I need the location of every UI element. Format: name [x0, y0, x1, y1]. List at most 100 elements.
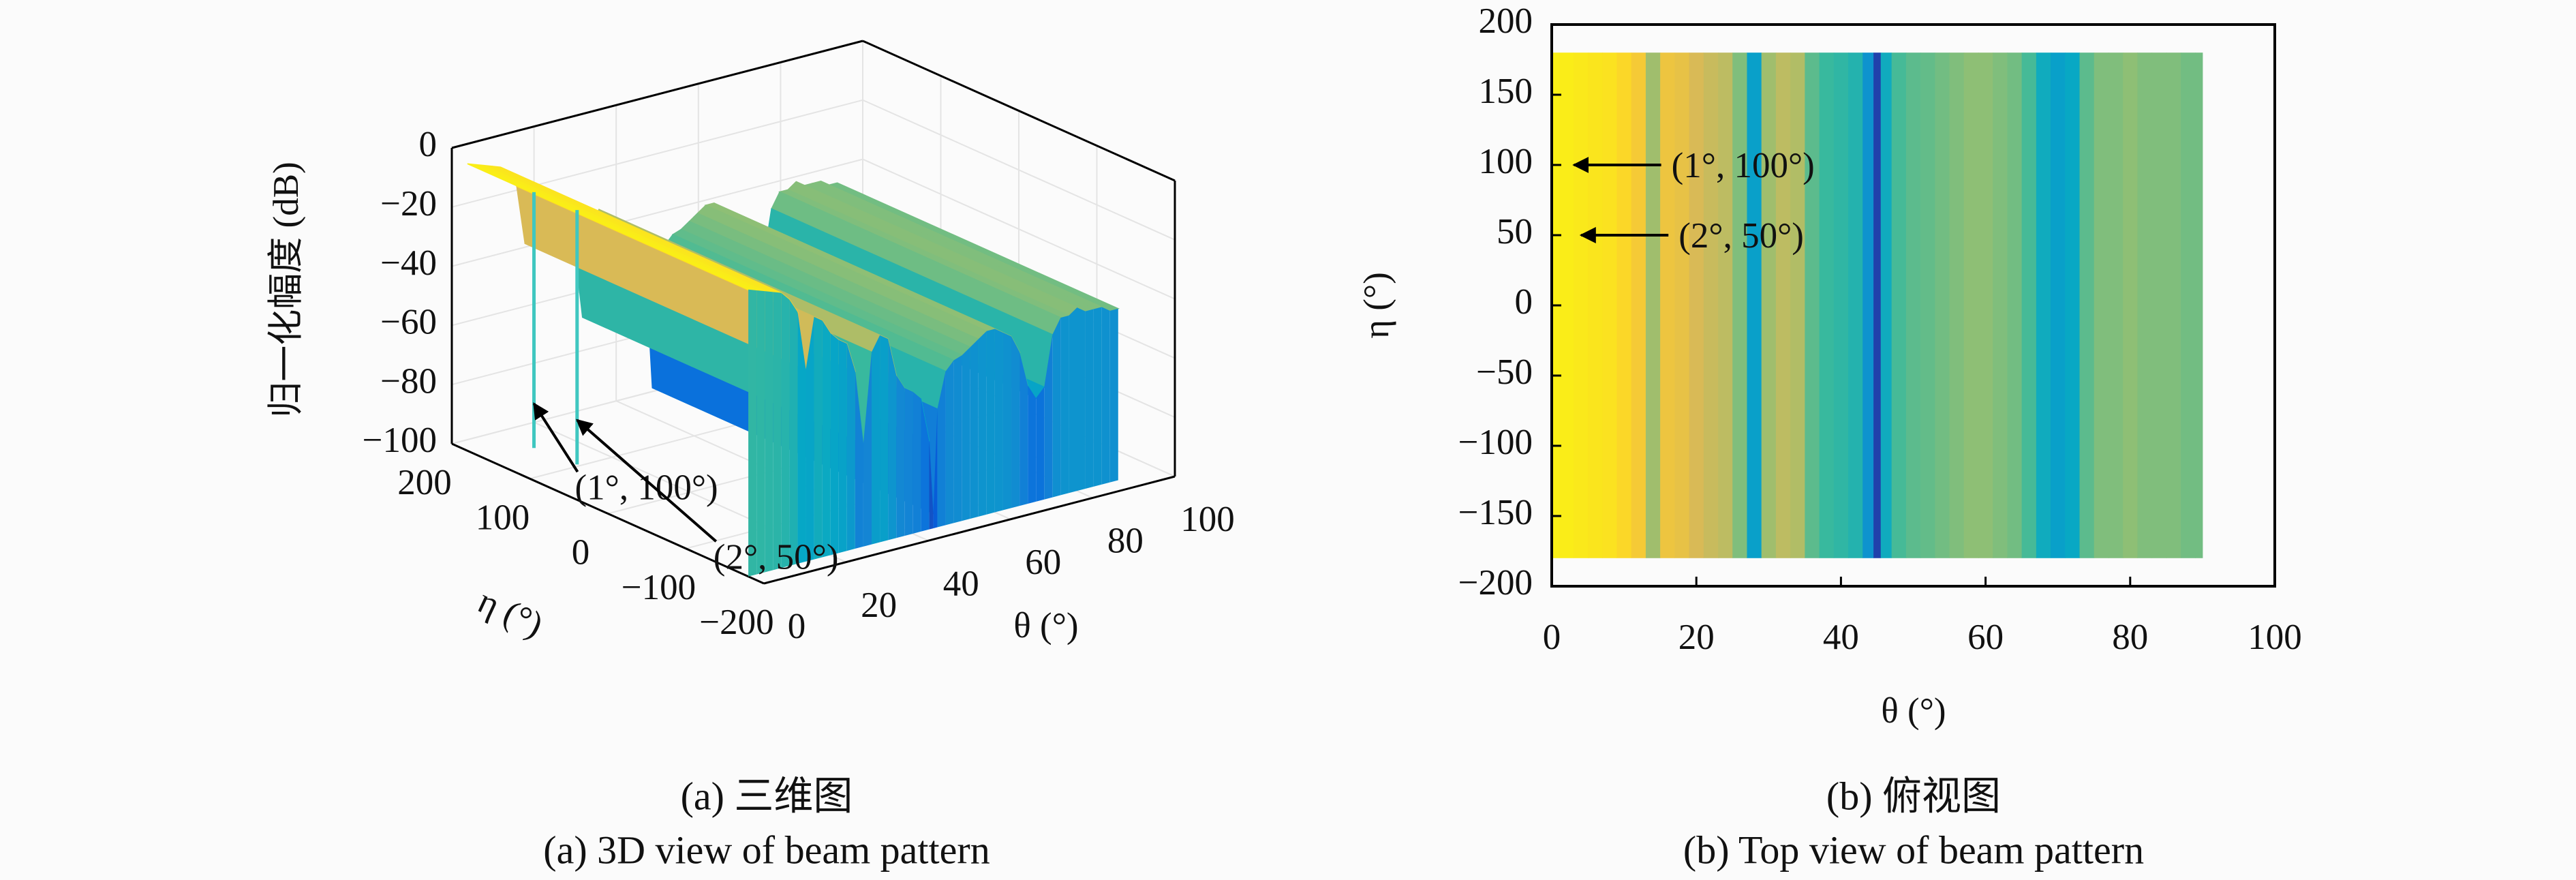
y-tick-label: 50	[1497, 212, 1533, 252]
axis-line	[451, 40, 863, 149]
heatmap-cell	[1790, 52, 1805, 558]
x-tick-label: 80	[1107, 521, 1144, 561]
heatmap-cell	[2036, 52, 2051, 558]
y-tick-label: 100	[1479, 142, 1533, 181]
surface-curtain	[1044, 334, 1053, 500]
y-tick-label: 200	[397, 463, 452, 502]
surface-curtain	[933, 408, 938, 529]
x-axis-label: θ (°)	[1881, 691, 1946, 731]
z-tick-label: −20	[380, 184, 437, 224]
caption: (b) 俯视图	[1826, 774, 2001, 818]
y-tick-label: 0	[1515, 282, 1533, 322]
z-tick-label: −100	[363, 421, 437, 460]
heatmap-cell	[1616, 52, 1632, 558]
heatmap-cell	[2166, 52, 2181, 558]
heatmap-cell	[1819, 52, 1835, 558]
heatmap-cell	[2123, 52, 2138, 558]
y-axis-label: η (°)	[472, 581, 549, 646]
axis-line	[862, 40, 1176, 182]
heatmap-cell	[2108, 52, 2123, 558]
surface-curtain	[814, 316, 823, 560]
surface-curtain	[904, 388, 913, 536]
heatmap-cell	[1660, 52, 1675, 558]
heatmap-cell	[1920, 52, 1935, 558]
heatmap-cell	[2151, 52, 2167, 558]
surface-curtain	[1052, 318, 1061, 498]
heatmap-cell	[1631, 52, 1646, 558]
heatmap-cell	[1718, 52, 1733, 558]
heatmap-cell	[1862, 52, 1874, 558]
axis-line	[763, 475, 1176, 585]
x-tick-label: 20	[861, 586, 897, 625]
x-tick-label: 100	[1180, 500, 1235, 539]
y-tick-label: 100	[476, 498, 530, 537]
x-tick-label: 80	[2112, 618, 2148, 657]
y-tick-label: −100	[1458, 423, 1533, 462]
x-tick-label: 0	[788, 607, 806, 646]
heatmap-cell	[1949, 52, 1965, 558]
x-axis-label: θ (°)	[1013, 606, 1078, 646]
y-tick-label: 200	[1479, 1, 1533, 41]
surface-curtain	[1019, 352, 1028, 506]
heatmap-cell	[2094, 52, 2109, 558]
surface-curtain	[756, 290, 765, 575]
x-tick-label: 40	[1823, 618, 1859, 657]
axis-line	[451, 442, 765, 585]
heatmap-cell	[1703, 52, 1719, 558]
heatmap-cell	[2079, 52, 2095, 558]
surface-curtain	[838, 339, 847, 553]
surface-curtain	[846, 344, 855, 551]
surface-curtain	[1093, 307, 1102, 487]
surface-curtain	[1101, 307, 1110, 485]
caption-en: (b) Top view of beam pattern	[1683, 828, 2144, 872]
caption: (a) 三维图	[681, 774, 853, 818]
surface-curtain	[1109, 308, 1118, 483]
z-tick-label: 0	[419, 125, 438, 164]
surface-curtain	[978, 331, 987, 517]
heatmap-cell	[1761, 52, 1777, 558]
arrow	[576, 419, 718, 543]
caption-en: (a) 3D view of beam pattern	[543, 828, 990, 872]
surface-curtain	[921, 398, 930, 532]
y-tick-label: −150	[1458, 493, 1533, 532]
heatmap-cell	[1891, 52, 1907, 558]
heatmap-cell	[1963, 52, 1979, 558]
heatmap-cell	[2065, 52, 2081, 558]
annotation: (2°, 50°)	[714, 537, 839, 577]
surface-curtain	[863, 352, 872, 547]
annotation: (1°, 100°)	[575, 468, 718, 507]
heatmap-cell	[1588, 52, 1603, 558]
heatmap-cell	[2051, 52, 2066, 558]
y-tick-label: 0	[572, 533, 590, 573]
surface-curtain	[1002, 333, 1012, 511]
heatmap-cell	[1689, 52, 1704, 558]
z-tick-label: −40	[380, 243, 437, 283]
heatmap-cell	[2021, 52, 2037, 558]
surface-curtain	[855, 371, 863, 549]
surface-curtain	[953, 355, 962, 524]
heatmap-cell	[1905, 52, 1921, 558]
annotation: (1°, 100°)	[1672, 146, 1815, 185]
surface-curtain	[1085, 309, 1094, 489]
surface-curtain	[822, 320, 831, 558]
y-tick-label: −200	[1458, 563, 1533, 603]
heatmap-cell	[1573, 52, 1589, 558]
z-tick-label: −60	[380, 303, 437, 342]
grid-line	[862, 99, 1176, 241]
surface-curtain	[872, 335, 880, 545]
heatmap-cell	[1674, 52, 1690, 558]
surface-curtain	[896, 375, 905, 538]
surface-curtain	[1060, 315, 1069, 496]
surface-curtain	[970, 339, 979, 519]
heatmap-cell	[1833, 52, 1849, 558]
surface-curtain	[945, 360, 954, 526]
surface-curtain	[1036, 386, 1045, 502]
heatmap-cell	[2195, 52, 2203, 558]
heatmap-cell	[1978, 52, 1993, 558]
surface-curtain	[797, 312, 806, 564]
heatmap-cell	[1848, 52, 1863, 558]
surface-curtain	[962, 347, 970, 521]
x-tick-label: 0	[1543, 618, 1561, 657]
grid-line	[451, 158, 863, 267]
